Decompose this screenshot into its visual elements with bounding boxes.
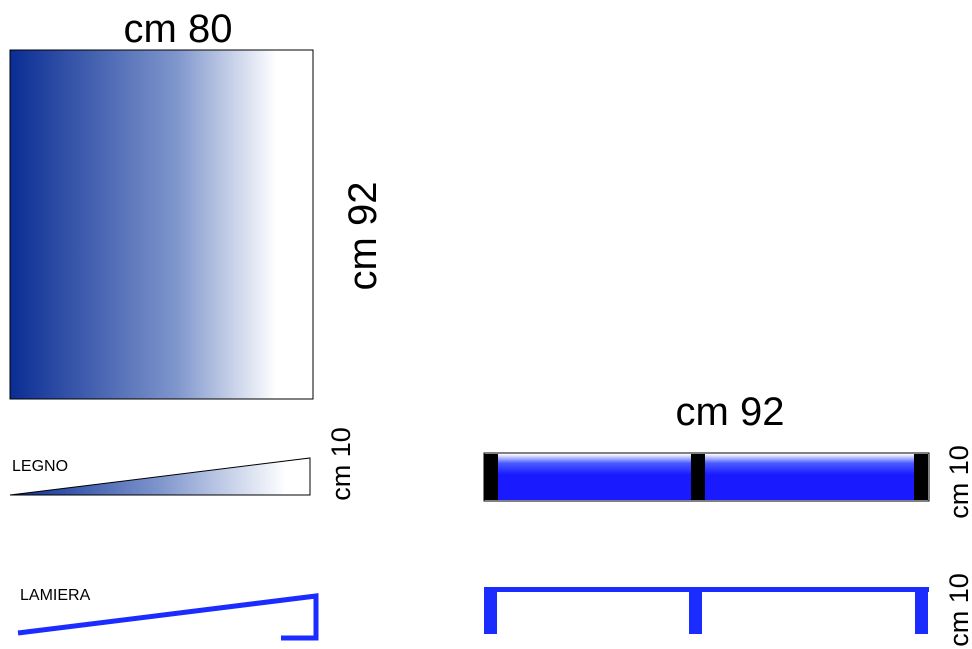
- channel-top-rail: [484, 587, 929, 592]
- lamiera-label: LAMIERA: [20, 587, 91, 604]
- legno-label: LEGNO: [12, 458, 68, 475]
- lamiera-section: LAMIERA: [17, 587, 319, 641]
- bar-block-left: [484, 454, 498, 500]
- channel-height-label: cm 10: [944, 573, 972, 647]
- panel-height-label: cm 92: [341, 182, 385, 291]
- top-panel: cm 80 cm 92: [9, 7, 385, 400]
- legno-height-label: cm 10: [326, 427, 356, 501]
- lamiera-profile: [17, 593, 319, 641]
- channel-assembly: cm 10: [484, 573, 972, 647]
- legno-wedge: [9, 457, 311, 496]
- channel-post-right: [915, 587, 928, 634]
- channel-post-left: [484, 587, 497, 634]
- bar-block-right: [914, 454, 928, 500]
- bar-block-middle: [691, 454, 705, 500]
- bar-width-label: cm 92: [676, 390, 785, 434]
- bar-assembly: cm 92 cm 10: [483, 390, 972, 519]
- panel-rectangle: [9, 49, 314, 400]
- bar-fill: [485, 454, 928, 500]
- panel-width-label: cm 80: [124, 7, 233, 51]
- channel-post-middle: [689, 587, 702, 634]
- bar-height-label: cm 10: [944, 445, 972, 519]
- legno-section: LEGNO cm 10: [9, 427, 356, 501]
